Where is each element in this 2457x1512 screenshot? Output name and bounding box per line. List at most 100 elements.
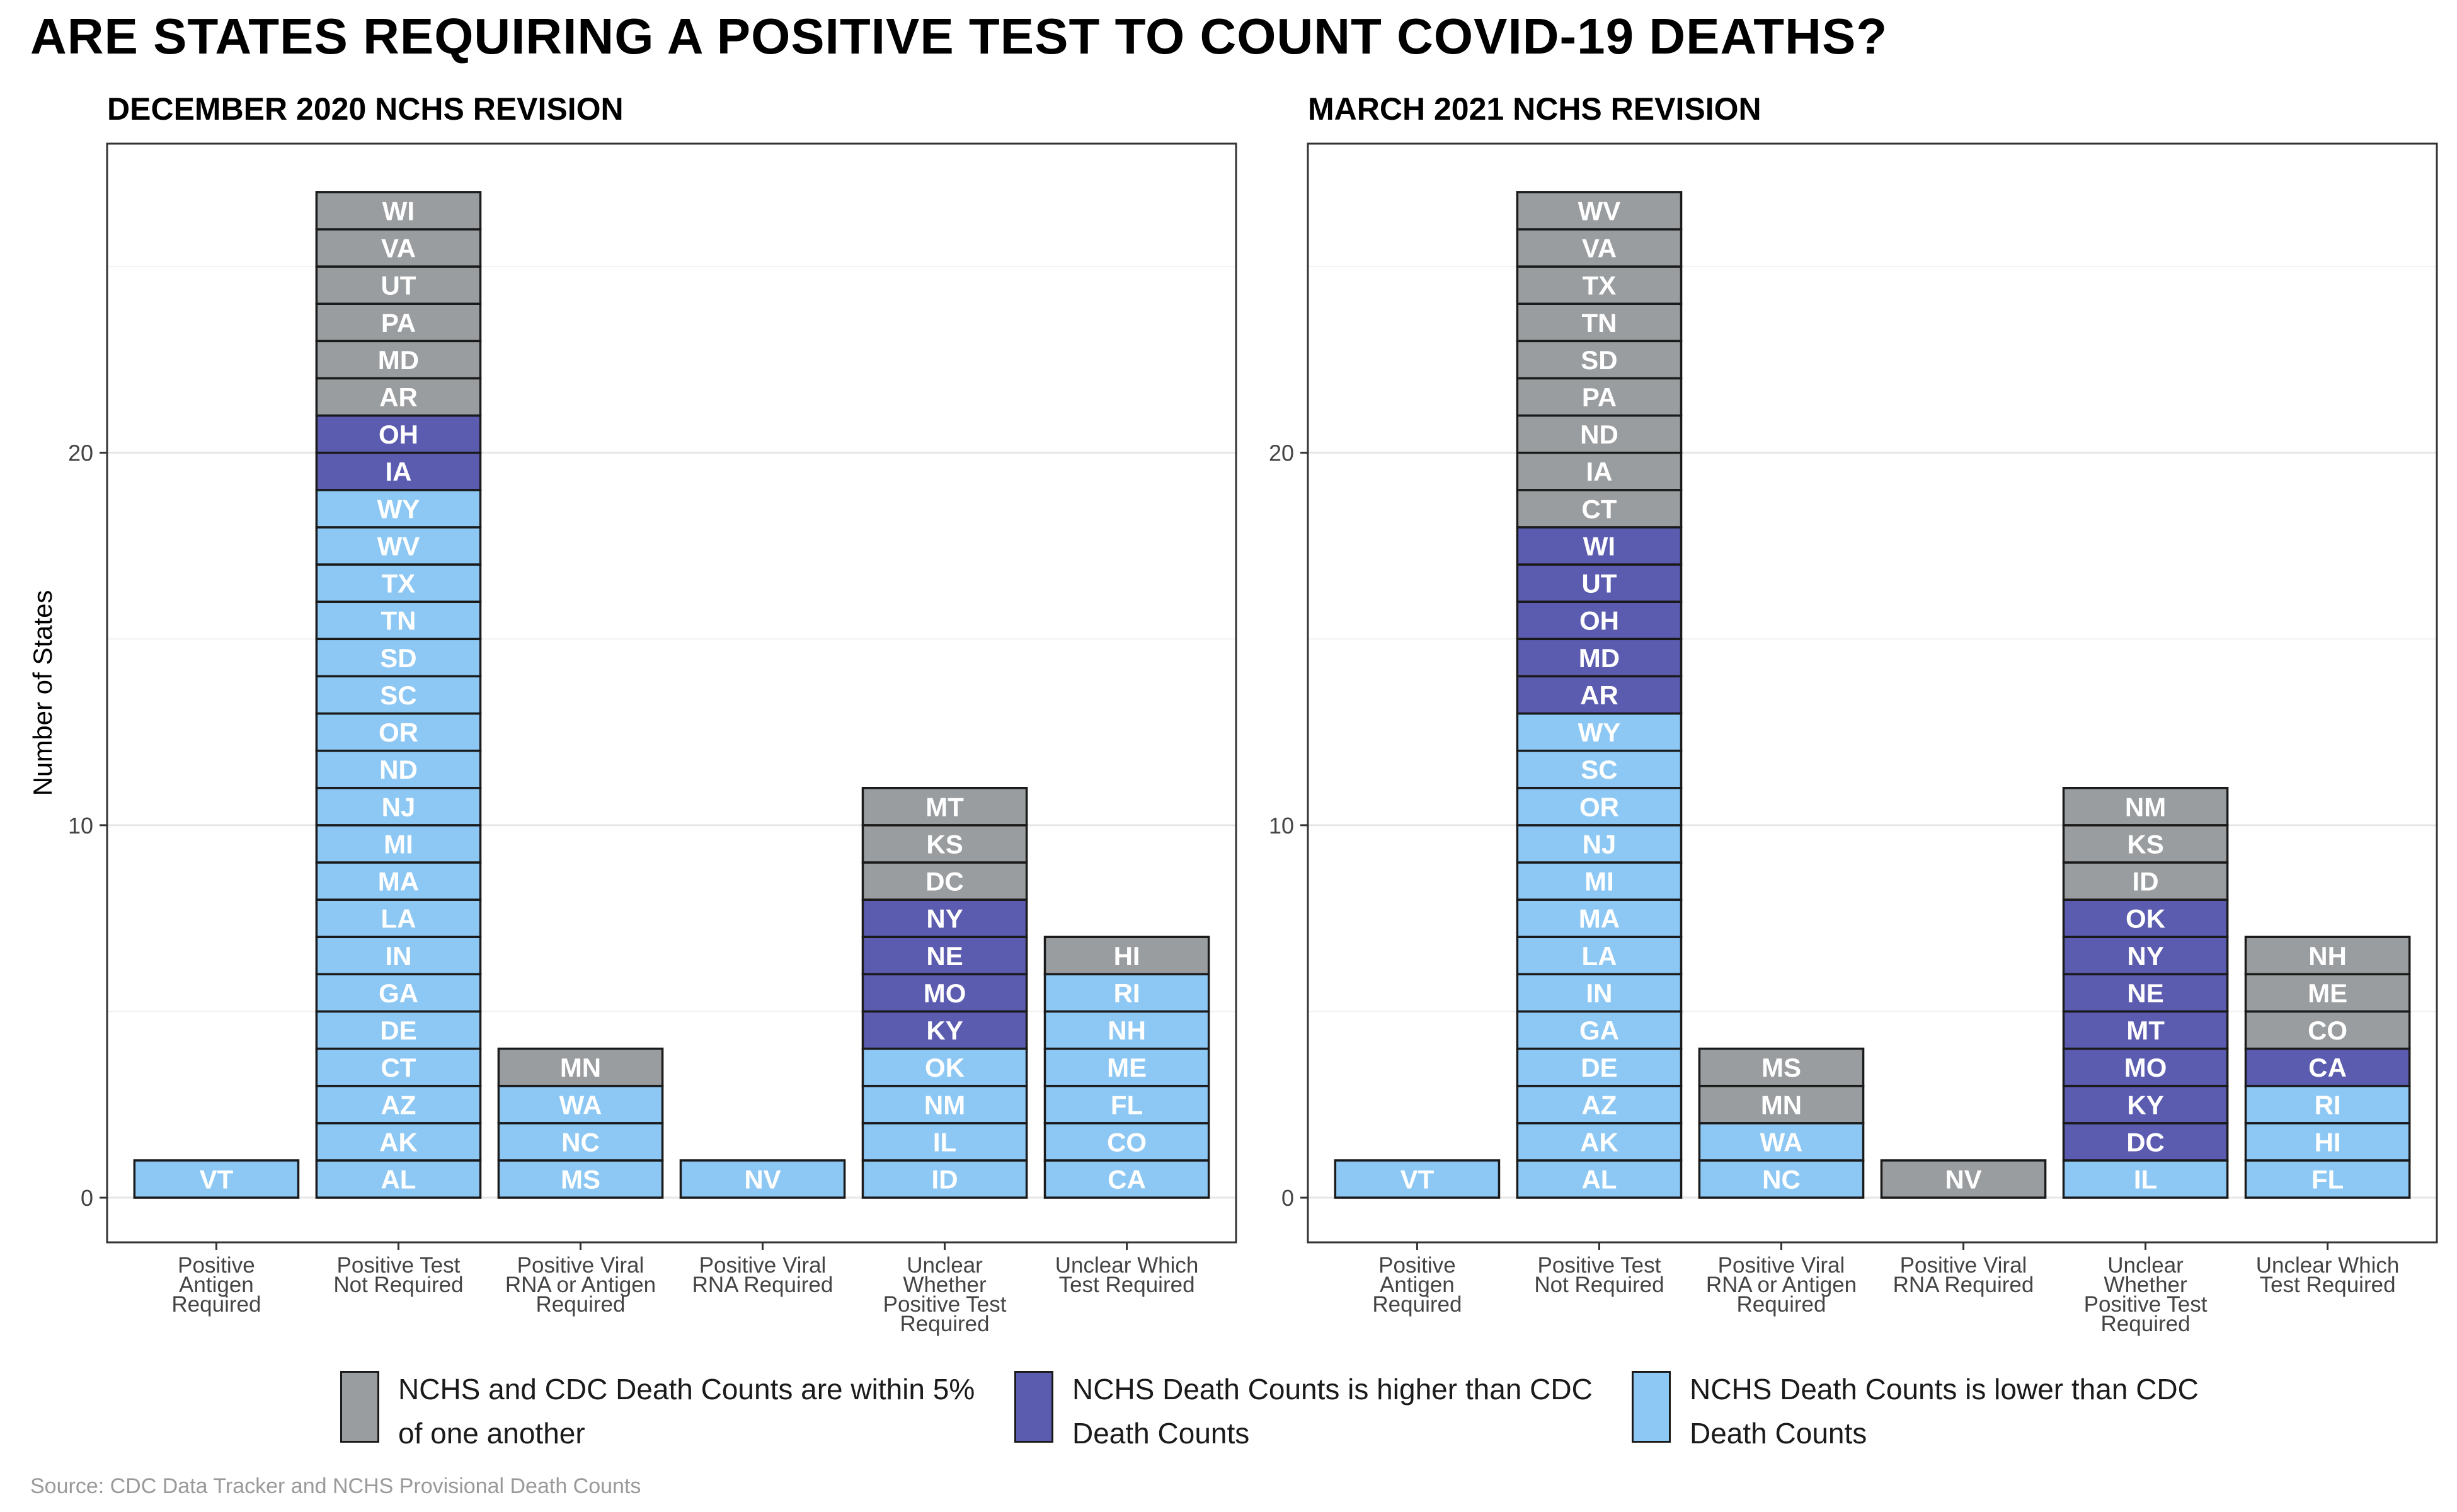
x-tick-label-line: Required xyxy=(171,1292,261,1317)
bar-segment-wi xyxy=(315,191,482,231)
bar-segment-label: VT xyxy=(200,1164,234,1194)
bar-segment-label: IA xyxy=(385,457,411,486)
x-tick-label-line: Positive Viral xyxy=(1900,1253,2027,1278)
x-tick-label-line: Unclear xyxy=(907,1253,983,1278)
bar-segment-label: NY xyxy=(926,904,963,934)
x-tick-label-line: Not Required xyxy=(333,1273,463,1297)
bar-segment-ky xyxy=(861,1010,1028,1050)
x-tick-label-line: Positive Test xyxy=(2084,1292,2208,1317)
bar-segment-label: HI xyxy=(1114,941,1140,971)
bar-segment-label: OH xyxy=(1579,606,1619,636)
bar-segment-label: IA xyxy=(1586,457,1612,486)
bar-segment-label: NV xyxy=(1945,1164,1981,1194)
bar-segment-label: VA xyxy=(1582,234,1617,263)
bar-segment-label: NH xyxy=(2308,941,2347,971)
bar-segment-label: MT xyxy=(925,792,964,822)
bar-segment-label: TN xyxy=(1581,308,1617,338)
bar-segment-label: CA xyxy=(2308,1053,2347,1082)
bar-segment-label: PA xyxy=(1582,382,1617,412)
x-tick-label: Unclear Which Test Required xyxy=(1055,1253,1199,1297)
bar-segment-wv xyxy=(315,526,482,566)
bar-segment-label: NJ xyxy=(382,792,416,822)
x-tick-label: Unclear Whether Positive Test Required xyxy=(883,1253,1007,1336)
bar-segment-label: NE xyxy=(926,941,963,971)
bar-segment-label: RI xyxy=(1114,978,1140,1008)
bar-segment-or xyxy=(1516,787,1683,827)
bar-segment-label: NM xyxy=(2125,792,2166,822)
x-tick-label-line: Positive Test xyxy=(1538,1253,1661,1278)
bar-segment-nv xyxy=(679,1159,846,1199)
bar-segment-label: OK xyxy=(2126,904,2165,934)
panel-border xyxy=(106,142,1237,1244)
x-tick-label-line: Positive Test xyxy=(337,1253,461,1278)
bar-segment-de xyxy=(1516,1047,1683,1087)
chart-title: ARE STATES REQUIRING A POSITIVE TEST TO … xyxy=(30,8,1888,64)
bar-segment-pa xyxy=(1516,377,1683,417)
source-note: Source: CDC Data Tracker and NCHS Provis… xyxy=(30,1474,641,1498)
bar-segment-de xyxy=(315,1010,482,1050)
bar-segment-label: NY xyxy=(2127,941,2163,971)
x-tick-label-line: Required xyxy=(1736,1292,1826,1317)
bar-segment-nj xyxy=(1516,824,1683,864)
bar-segment-ok xyxy=(2062,898,2229,938)
bar-segment-label: AK xyxy=(379,1127,418,1157)
bar-segment-label: WI xyxy=(1583,531,1615,561)
bar-segment-label: OK xyxy=(925,1053,965,1082)
bar-segment-label: DC xyxy=(925,867,964,896)
legend-swatch-gray xyxy=(340,1371,379,1443)
x-tick-label-line: Required xyxy=(536,1292,625,1317)
y-tick-label: 20 xyxy=(68,440,93,466)
bar-segment-ia xyxy=(315,451,482,491)
x-tick-label-line: Positive Viral xyxy=(699,1253,827,1278)
bar-segment-label: MD xyxy=(378,345,419,375)
x-tick-label-line: Test Required xyxy=(1059,1273,1195,1297)
bar-segment-ms xyxy=(1698,1047,1865,1087)
y-tick-label: 10 xyxy=(68,813,93,839)
bar-segment-wa xyxy=(1698,1122,1865,1162)
x-tick-label: Positive Test Not Required xyxy=(1534,1253,1664,1297)
bar-segment-ut xyxy=(1516,563,1683,603)
bar-segment-label: UT xyxy=(1581,569,1617,598)
bar-segment-pa xyxy=(315,302,482,343)
x-tick-label-line: RNA or Antigen xyxy=(505,1273,656,1297)
bar-segment-il xyxy=(2062,1159,2229,1199)
bar-segment-label: CA xyxy=(1108,1164,1146,1194)
bar-segment-label: PA xyxy=(381,308,416,338)
bar-segment-mt xyxy=(861,787,1028,827)
y-tick-label: 20 xyxy=(1269,440,1294,466)
bar-segment-label: LA xyxy=(1581,941,1617,971)
bar-segment-label: MN xyxy=(1761,1090,1802,1120)
bar-segment-label: NM xyxy=(924,1090,965,1120)
bar-segment-label: CT xyxy=(381,1053,416,1082)
bar-segment-ma xyxy=(315,861,482,901)
bar-segment-label: ND xyxy=(379,755,418,784)
bar-segment-hi xyxy=(1043,936,1210,976)
bar-segment-label: GA xyxy=(379,978,418,1008)
bar-segment-label: OH xyxy=(379,420,418,449)
bar-segment-sd xyxy=(315,638,482,678)
bar-segment-label: DC xyxy=(2126,1127,2165,1157)
bar-segment-ar xyxy=(1516,675,1683,715)
bar-segment-label: TN xyxy=(381,606,416,636)
bar-segment-ca xyxy=(1043,1159,1210,1199)
x-tick-label-line: Required xyxy=(900,1312,990,1336)
y-axis-label: Number of States xyxy=(28,590,57,796)
bar-segment-label: IL xyxy=(933,1127,956,1157)
bar-segment-label: FL xyxy=(1111,1090,1143,1120)
bar-segment-label: SD xyxy=(1581,345,1617,375)
x-tick-label: Unclear Which Test Required xyxy=(2256,1253,2400,1297)
bar-segment-tx xyxy=(1516,265,1683,305)
bar-segment-label: TX xyxy=(382,569,416,598)
bar-segment-ny xyxy=(861,898,1028,938)
legend-item-within-5pct: NCHS and CDC Death Counts are within 5% … xyxy=(340,1367,975,1455)
bar-segment-label: IN xyxy=(385,941,411,971)
bar-segment-label: ND xyxy=(1580,420,1618,449)
bar-segment-mt xyxy=(2062,1010,2229,1050)
bar-segment-label: NJ xyxy=(1583,829,1617,859)
bar-segment-la xyxy=(1516,936,1683,976)
x-tick-label-line: Test Required xyxy=(2260,1273,2396,1297)
bar-segment-label: MA xyxy=(378,867,419,896)
bar-segment-nv xyxy=(1880,1159,2047,1199)
bar-segment-label: WY xyxy=(1578,718,1621,747)
x-tick-label-line: RNA Required xyxy=(1893,1273,2034,1297)
